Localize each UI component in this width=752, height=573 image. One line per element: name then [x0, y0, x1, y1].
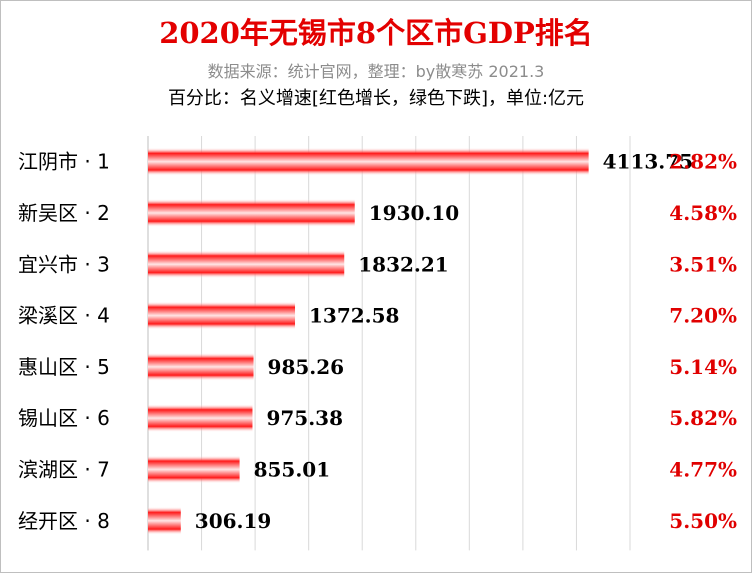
growth-label: 4.77%	[669, 457, 737, 481]
value-label: 975.38	[266, 406, 343, 430]
chart-title: 2020年无锡市8个区市GDP排名	[159, 16, 593, 50]
growth-label: 3.51%	[669, 252, 737, 276]
category-label: 锡山区 · 6	[18, 406, 110, 430]
value-label: 1832.21	[358, 252, 448, 276]
category-label: 惠山区 · 5	[18, 355, 110, 379]
growth-label: 7.20%	[669, 304, 737, 328]
bar	[148, 506, 181, 535]
category-label: 滨湖区 · 7	[18, 457, 110, 481]
bar	[148, 147, 589, 176]
growth-label: 4.58%	[669, 201, 737, 225]
value-label: 985.26	[268, 355, 345, 379]
chart-subtitle: 数据来源：统计官网，整理：by散寒苏 2021.3	[207, 62, 545, 81]
value-label: 1930.10	[369, 201, 459, 225]
category-label: 江阴市 · 1	[18, 150, 110, 174]
growth-label: 2.82%	[669, 150, 737, 174]
bar	[148, 352, 254, 381]
chart-note: 百分比：名义增速[红色增长，绿色下跌]，单位:亿元	[167, 88, 585, 109]
growth-label: 5.50%	[669, 509, 737, 533]
category-label: 经开区 · 8	[18, 509, 110, 533]
value-label: 306.19	[195, 509, 272, 533]
bar	[148, 455, 240, 484]
value-label: 1372.58	[309, 304, 399, 328]
value-label: 855.01	[254, 457, 331, 481]
growth-label: 5.14%	[669, 355, 737, 379]
category-label: 梁溪区 · 4	[18, 304, 110, 328]
growth-label: 5.82%	[669, 406, 737, 430]
bar	[148, 301, 296, 330]
category-label: 新吴区 · 2	[18, 201, 110, 225]
value-label: 4113.75	[603, 150, 693, 174]
bar	[148, 198, 355, 227]
bar	[148, 250, 345, 279]
category-label: 宜兴市 · 3	[18, 252, 110, 276]
bar	[148, 404, 253, 433]
